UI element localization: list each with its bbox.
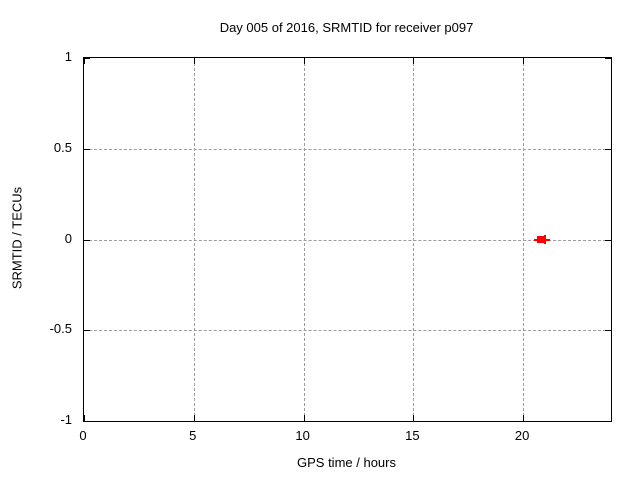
y-axis-tick-right xyxy=(605,421,611,422)
y-axis-tick-right xyxy=(605,330,611,332)
x-tick-label: 20 xyxy=(514,428,530,443)
y-tick-label: 0 xyxy=(64,230,72,246)
y-axis-tick xyxy=(84,148,90,150)
x-tick-label: 0 xyxy=(79,428,87,443)
plot-area xyxy=(83,57,612,422)
y-axis-tick-right xyxy=(605,58,611,59)
y-axis-tick-right xyxy=(605,148,611,150)
x-axis-tick-top xyxy=(523,58,525,64)
y-gridline xyxy=(84,148,611,150)
x-axis-tick xyxy=(303,415,305,421)
data-point-plus-marker xyxy=(544,235,547,244)
y-axis-tick xyxy=(84,239,90,241)
chart-title: Day 005 of 2016, SRMTID for receiver p09… xyxy=(219,20,474,35)
y-axis-tick xyxy=(84,58,90,59)
y-axis-tick-right xyxy=(605,239,611,241)
x-axis-tick xyxy=(523,415,525,421)
x-axis-tick-top xyxy=(84,58,85,64)
y-tick-label: -1 xyxy=(60,412,72,427)
y-tick-label: 0.5 xyxy=(53,139,72,155)
x-tick-label: 10 xyxy=(295,428,310,443)
x-axis-label: GPS time / hours xyxy=(297,455,396,470)
x-axis-tick xyxy=(193,415,195,421)
x-tick-label: 5 xyxy=(189,428,197,443)
x-tick-label: 15 xyxy=(405,428,420,443)
y-gridline xyxy=(84,330,611,332)
x-axis-tick xyxy=(84,415,85,421)
y-axis-tick xyxy=(84,421,90,422)
y-axis-tick xyxy=(84,330,90,332)
x-axis-tick-top xyxy=(413,58,415,64)
y-tick-label: -0.5 xyxy=(49,321,72,337)
x-axis-tick xyxy=(413,415,415,421)
x-axis-tick-top xyxy=(193,58,195,64)
y-gridline xyxy=(84,239,611,241)
y-tick-label: 1 xyxy=(64,49,72,64)
x-axis-tick-top xyxy=(303,58,305,64)
